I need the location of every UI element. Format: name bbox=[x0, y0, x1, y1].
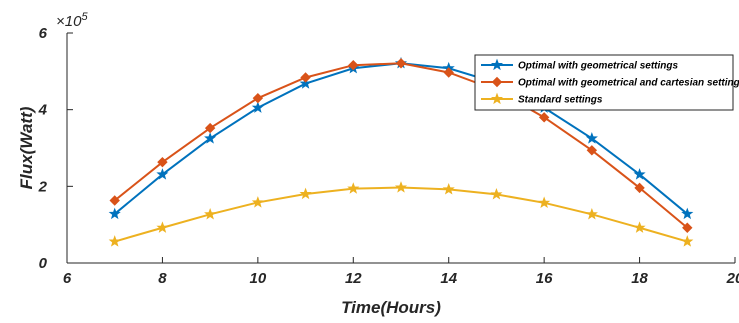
x-tick-label: 14 bbox=[440, 270, 457, 287]
legend-item: Standard settings bbox=[481, 92, 603, 106]
data-point bbox=[156, 221, 169, 233]
data-point bbox=[109, 195, 120, 206]
data-point bbox=[251, 101, 264, 113]
legend-label: Standard settings bbox=[518, 95, 603, 106]
axes: 6 8 10 12 14 16 18 20 0 2 4 6 bbox=[38, 25, 739, 287]
x-tick-label: 6 bbox=[63, 270, 72, 287]
data-point bbox=[538, 196, 551, 208]
data-point bbox=[299, 77, 312, 89]
data-point bbox=[682, 222, 693, 233]
x-tick-label: 18 bbox=[631, 270, 648, 287]
y-exponent-power: 5 bbox=[81, 11, 88, 23]
x-tick-label: 10 bbox=[250, 270, 267, 287]
data-point bbox=[348, 59, 359, 71]
x-tick-label: 16 bbox=[536, 270, 553, 287]
data-point bbox=[585, 132, 598, 144]
data-point bbox=[538, 112, 550, 123]
data-point bbox=[299, 187, 312, 200]
data-point bbox=[490, 188, 503, 200]
y-axis-label: Flux(Watt) bbox=[17, 106, 36, 189]
x-tick-label: 20 bbox=[726, 270, 739, 287]
legend-marker bbox=[490, 92, 504, 105]
legend-item: Optimal with geometrical and cartesian s… bbox=[481, 76, 739, 89]
legend: Optimal with geometrical settings Optimal… bbox=[474, 54, 739, 111]
y-tick-label: 0 bbox=[39, 255, 48, 272]
x-tick-label: 8 bbox=[158, 270, 167, 287]
data-point bbox=[633, 221, 646, 233]
data-point bbox=[108, 235, 121, 247]
data-point bbox=[347, 182, 360, 194]
x-tick-label: 12 bbox=[345, 270, 362, 287]
legend-marker bbox=[491, 76, 503, 88]
data-point bbox=[633, 168, 646, 180]
y-tick-label: 6 bbox=[39, 25, 48, 42]
data-point bbox=[586, 145, 598, 156]
legend-label: Optimal with geometrical settings bbox=[518, 61, 678, 72]
data-point bbox=[300, 72, 311, 83]
y-tick-label: 2 bbox=[38, 178, 48, 195]
data-point bbox=[204, 122, 216, 134]
series-layer bbox=[108, 56, 694, 247]
data-point bbox=[252, 92, 264, 104]
legend-box bbox=[474, 54, 734, 111]
data-point bbox=[634, 182, 645, 194]
series-3 bbox=[108, 181, 694, 247]
series-2 bbox=[109, 58, 693, 233]
legend-marker bbox=[490, 58, 504, 71]
data-point bbox=[204, 132, 217, 144]
data-point bbox=[681, 207, 694, 220]
data-point bbox=[585, 207, 598, 220]
data-point bbox=[681, 235, 694, 247]
data-point bbox=[108, 207, 121, 220]
data-point bbox=[394, 181, 408, 193]
legend-item: Optimal with geometrical settings bbox=[481, 58, 678, 72]
data-point bbox=[443, 67, 454, 78]
data-point bbox=[157, 156, 168, 168]
data-point bbox=[395, 58, 407, 69]
y-exponent-label: ×105 bbox=[56, 11, 88, 30]
y-tick-label: 4 bbox=[38, 102, 48, 119]
data-point bbox=[156, 168, 169, 180]
x-axis-label: Time(Hours) bbox=[341, 298, 441, 317]
legend-label: Optimal with geometrical and cartesian s… bbox=[518, 78, 739, 89]
data-point bbox=[251, 196, 264, 208]
data-point bbox=[442, 183, 455, 195]
data-point bbox=[204, 207, 217, 220]
